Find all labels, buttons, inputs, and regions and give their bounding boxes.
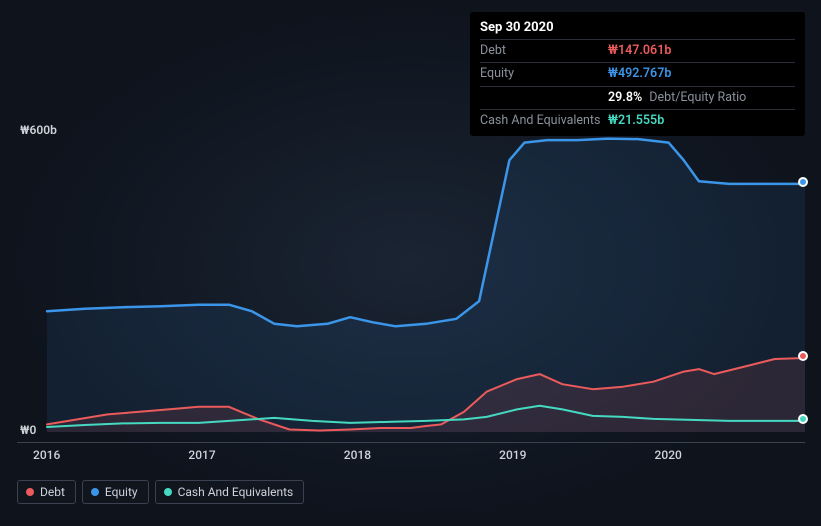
- hover-marker: [798, 177, 808, 187]
- tooltip-row-suffix: Debt/Equity Ratio: [646, 90, 746, 105]
- legend-item-cash[interactable]: Cash And Equivalents: [155, 480, 305, 504]
- tooltip-row-value: 29.8% Debt/Equity Ratio: [608, 90, 746, 106]
- legend-item-equity[interactable]: Equity: [82, 480, 149, 504]
- legend-label: Debt: [40, 485, 65, 499]
- tooltip-row-label: [480, 90, 608, 106]
- x-axis-line: [17, 442, 805, 443]
- legend-item-debt[interactable]: Debt: [17, 480, 76, 504]
- legend-label: Cash And Equivalents: [178, 485, 294, 499]
- tooltip-row: Cash And Equivalents₩21.555b: [480, 109, 795, 132]
- hover-marker: [798, 414, 808, 424]
- legend-label: Equity: [105, 485, 138, 499]
- chart-tooltip: Sep 30 2020 Debt₩147.061bEquity₩492.767b…: [470, 12, 805, 136]
- x-tick: 2016: [33, 448, 60, 462]
- tooltip-row-label: Debt: [480, 43, 608, 59]
- tooltip-row: Equity₩492.767b: [480, 62, 795, 85]
- tooltip-row-value: ₩147.061b: [608, 43, 671, 59]
- x-tick: 2017: [188, 448, 215, 462]
- tooltip-title: Sep 30 2020: [480, 18, 795, 39]
- y-tick-min: ₩0: [20, 423, 36, 437]
- legend-dot-icon: [26, 488, 34, 496]
- legend-dot-icon: [91, 488, 99, 496]
- tooltip-row-label: Equity: [480, 66, 608, 82]
- x-tick: 2018: [344, 448, 371, 462]
- chart-container: { "chart": { "type": "area-line", "backg…: [0, 0, 821, 526]
- tooltip-row-value: ₩492.767b: [608, 66, 671, 82]
- tooltip-row: 29.8% Debt/Equity Ratio: [480, 86, 795, 109]
- legend-dot-icon: [164, 488, 172, 496]
- tooltip-row-label: Cash And Equivalents: [480, 113, 608, 129]
- tooltip-row-value: ₩21.555b: [608, 113, 664, 129]
- hover-marker: [798, 351, 808, 361]
- tooltip-row: Debt₩147.061b: [480, 39, 795, 62]
- x-tick: 2019: [499, 448, 526, 462]
- y-tick-max: ₩600b: [20, 123, 57, 137]
- x-tick: 2020: [655, 448, 682, 462]
- legend: Debt Equity Cash And Equivalents: [17, 480, 304, 504]
